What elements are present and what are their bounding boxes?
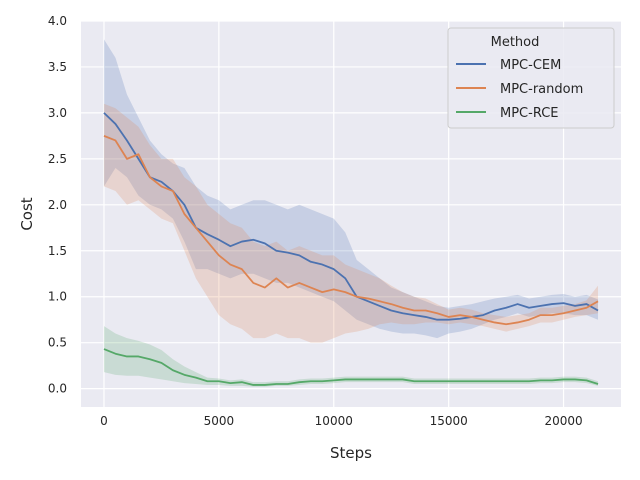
- grid-lines: [81, 20, 621, 407]
- series-line-0: [103, 112, 599, 321]
- confidence-band-1: [103, 103, 599, 343]
- x-axis-ticks: 0 5000 10000 15000 20000: [100, 414, 582, 428]
- series-lines: [103, 112, 599, 386]
- x-tick-label: 0: [100, 414, 108, 428]
- legend-box: [447, 27, 615, 129]
- x-axis-label: Steps: [330, 444, 372, 462]
- y-tick-label: 0.5: [48, 336, 67, 350]
- legend-label: MPC-RCE: [500, 106, 559, 121]
- x-tick-label: 10000: [315, 414, 353, 428]
- y-tick-label: 2.0: [48, 198, 67, 212]
- y-tick-label: 3.5: [48, 60, 67, 74]
- legend-label: MPC-random: [500, 82, 583, 97]
- legend: Method MPC-CEM MPC-random MPC-RCE: [447, 27, 615, 129]
- y-axis-label: Cost: [18, 197, 36, 230]
- x-tick-label: 20000: [544, 414, 582, 428]
- series-line-1: [103, 135, 599, 326]
- x-tick-label: 5000: [204, 414, 235, 428]
- series-line-2: [103, 348, 599, 386]
- x-tick-label: 15000: [430, 414, 468, 428]
- legend-label: MPC-CEM: [500, 58, 561, 73]
- y-tick-label: 4.0: [48, 14, 67, 28]
- y-axis-ticks: 0.0 0.5 1.0 1.5 2.0 2.5 3.0 3.5 4.0: [48, 14, 67, 396]
- legend-title: Method: [491, 35, 540, 50]
- y-tick-label: 3.0: [48, 106, 67, 120]
- legend-items: MPC-CEM MPC-random MPC-RCE: [456, 58, 583, 121]
- y-tick-label: 1.0: [48, 290, 67, 304]
- y-tick-label: 0.0: [48, 382, 67, 396]
- y-tick-label: 1.5: [48, 244, 67, 258]
- y-tick-label: 2.5: [48, 152, 67, 166]
